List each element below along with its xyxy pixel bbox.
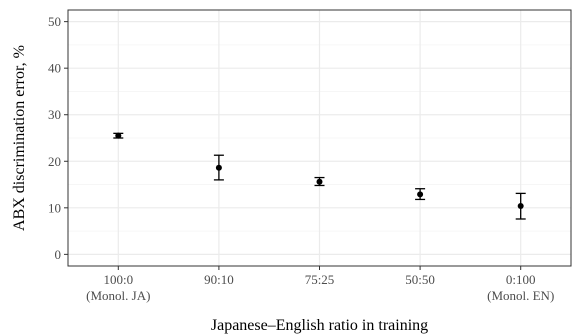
x-tick-sublabel: (Monol. EN) bbox=[487, 288, 554, 303]
x-axis-title: Japanese–English ratio in training bbox=[211, 317, 428, 334]
tick-labels: 0 10 20 30 40 50 100:0(Monol. JA) 90:10 75:25 50:… bbox=[48, 14, 554, 303]
x-tick-label: 75:25 bbox=[305, 272, 335, 287]
data-point bbox=[517, 202, 524, 209]
data-point bbox=[115, 132, 122, 139]
x-tick-label: 50:50 bbox=[405, 272, 435, 287]
y-tick-label: 0 bbox=[55, 247, 62, 262]
data-point bbox=[215, 164, 222, 171]
x-tick-label: 100:0 bbox=[103, 272, 133, 287]
major-gridlines bbox=[68, 10, 571, 266]
x-tick-label: 90:10 bbox=[204, 272, 234, 287]
x-tick-label: 0:100 bbox=[506, 272, 536, 287]
x-tick-sublabel: (Monol. JA) bbox=[86, 288, 150, 303]
y-tick-label: 50 bbox=[48, 14, 61, 29]
data-point bbox=[316, 178, 323, 185]
y-tick-label: 40 bbox=[48, 61, 61, 76]
y-tick-label: 30 bbox=[48, 107, 61, 122]
y-axis-title: ABX discrimination error, % bbox=[11, 45, 28, 231]
y-tick-label: 10 bbox=[48, 200, 61, 215]
axis-ticks bbox=[64, 21, 522, 270]
data-marks bbox=[113, 132, 526, 220]
data-point bbox=[417, 191, 424, 198]
y-tick-label: 20 bbox=[48, 154, 61, 169]
